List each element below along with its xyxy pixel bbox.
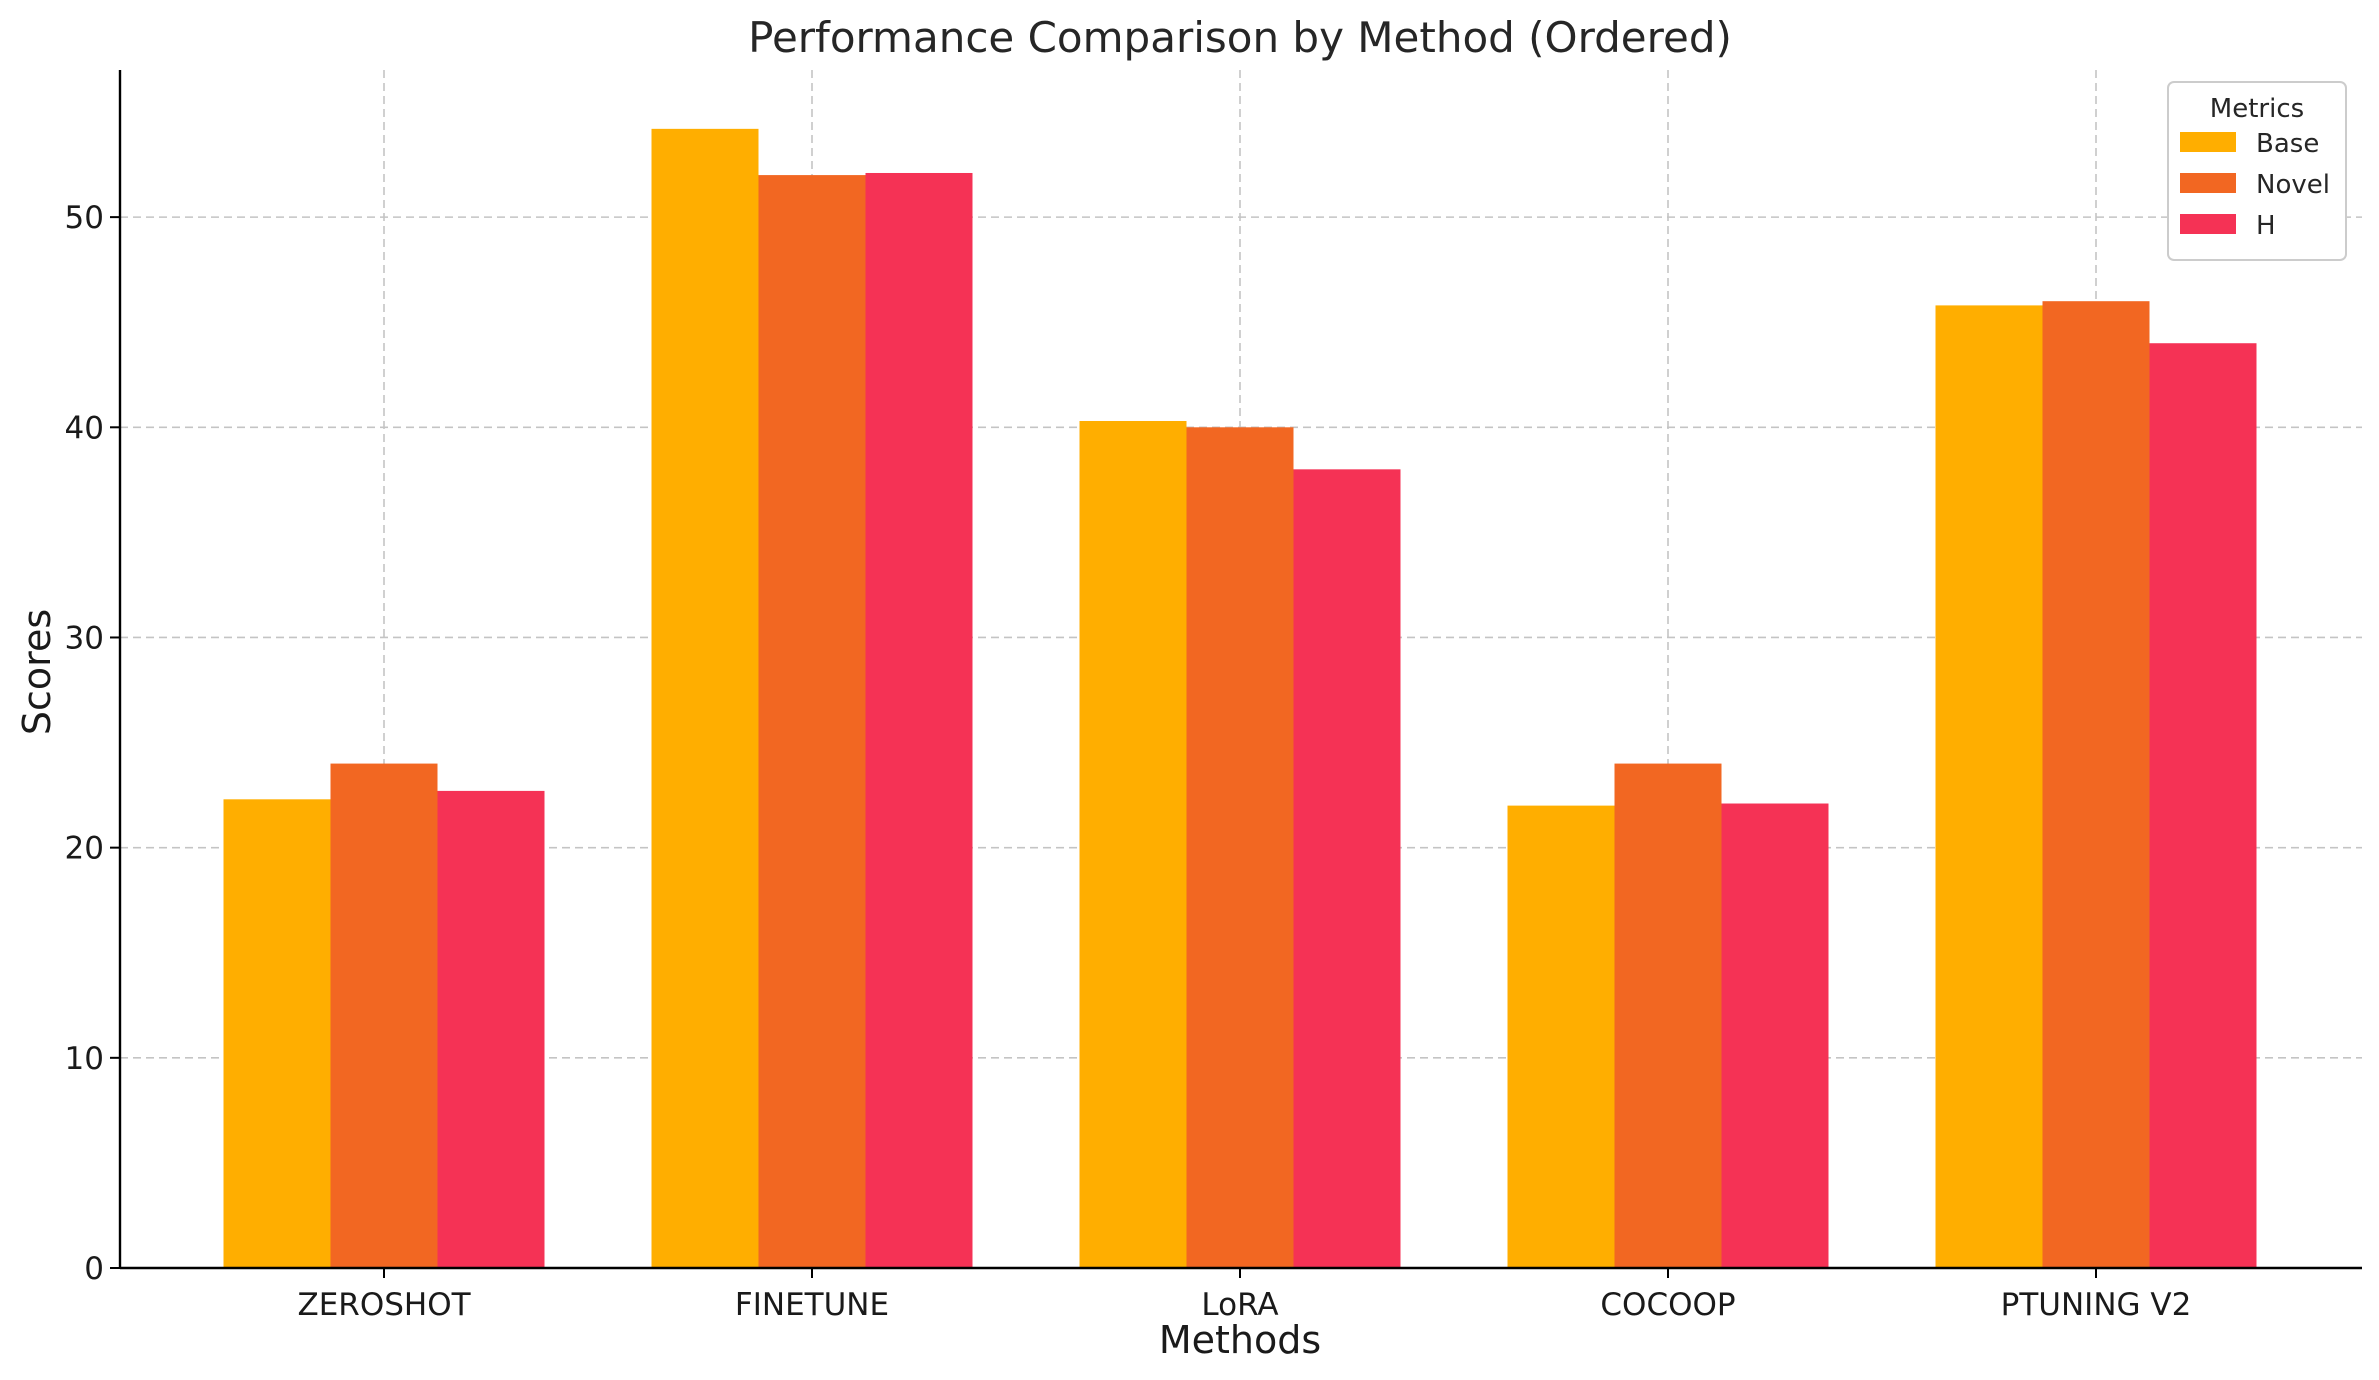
legend-swatch-h: [2180, 214, 2236, 234]
bars: [223, 128, 2257, 1269]
legend-label-h: H: [2256, 211, 2276, 241]
y-tick-label: 30: [65, 620, 104, 656]
x-tick-label: ZEROSHOT: [297, 1287, 471, 1323]
y-tick-label: 20: [65, 831, 104, 867]
bar-novel-finetune: [758, 175, 866, 1268]
y-tick-label: 10: [65, 1041, 104, 1077]
bar-h-finetune: [865, 172, 973, 1268]
x-tick-label: FINETUNE: [735, 1287, 889, 1323]
y-tick-label: 50: [65, 200, 104, 236]
legend-swatch-base: [2180, 132, 2236, 152]
x-tick-label: COCOOP: [1600, 1287, 1735, 1323]
bar-novel-cocoop: [1614, 763, 1722, 1268]
bar-base-zeroshot: [223, 799, 331, 1268]
bar-h-zeroshot: [437, 790, 545, 1268]
legend: Metrics Base Novel H: [2167, 81, 2347, 261]
bar-base-lora: [1079, 420, 1187, 1268]
bar-base-cocoop: [1507, 805, 1615, 1268]
bar-h-lora: [1293, 469, 1401, 1268]
bar-base-ptuning-v2: [1935, 305, 2043, 1268]
bar-h-cocoop: [1721, 803, 1829, 1268]
x-axis-label: Methods: [1159, 1318, 1321, 1362]
bar-novel-lora: [1186, 427, 1294, 1269]
bar-novel-ptuning-v2: [2042, 301, 2150, 1268]
chart-title: Performance Comparison by Method (Ordere…: [748, 13, 1732, 62]
legend-label-base: Base: [2256, 129, 2319, 159]
y-tick-label: 0: [84, 1251, 104, 1287]
bar-novel-zeroshot: [330, 763, 438, 1268]
y-tick-label: 40: [65, 410, 104, 446]
axes: 0 10 20 30 40 50 ZEROSHOT FINETUNE LoRA COCOOP PTU…: [65, 70, 2362, 1323]
bar-base-finetune: [651, 128, 759, 1268]
legend-title: Metrics: [2210, 94, 2304, 124]
y-axis-label: Scores: [15, 609, 59, 735]
bar-h-ptuning-v2: [2149, 343, 2257, 1269]
legend-swatch-novel: [2180, 173, 2236, 193]
x-tick-label: PTUNING V2: [2001, 1287, 2192, 1323]
legend-label-novel: Novel: [2256, 170, 2330, 200]
x-tick-label: LoRA: [1201, 1287, 1278, 1323]
